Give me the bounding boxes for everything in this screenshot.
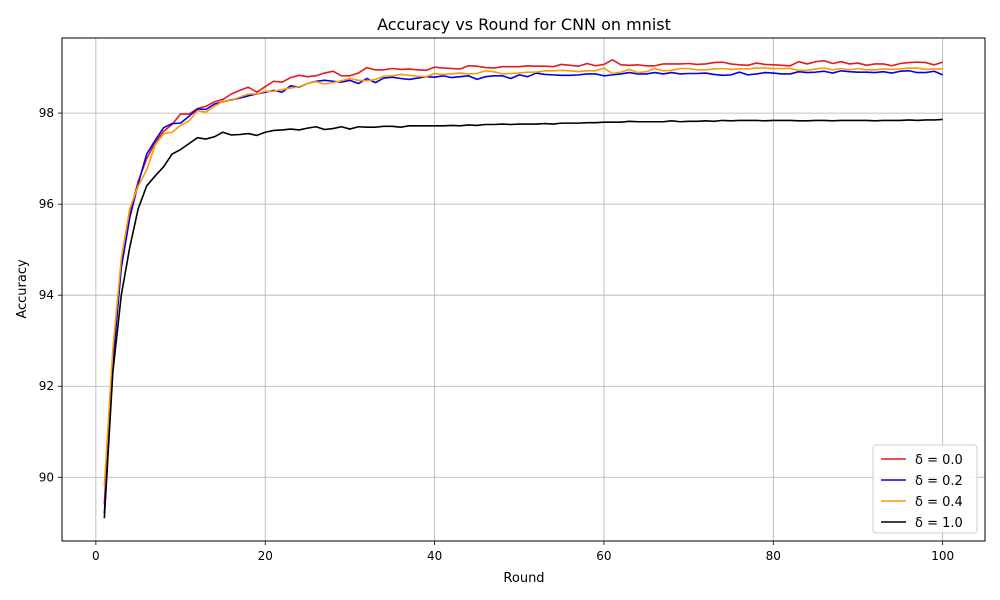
y-tick-label: 96 bbox=[39, 197, 54, 211]
x-axis-ticks: 0 20 40 60 80 100 bbox=[92, 541, 954, 563]
legend-label: δ = 0.0 bbox=[915, 453, 963, 468]
y-tick-label: 98 bbox=[39, 106, 54, 120]
legend: δ = 0.0 δ = 0.2 δ = 0.4 δ = 1.0 bbox=[872, 444, 978, 534]
x-axis-label: Round bbox=[503, 571, 544, 586]
legend-label: δ = 0.2 bbox=[915, 474, 963, 489]
y-axis-ticks: 90 92 94 96 98 bbox=[39, 106, 62, 484]
legend-box bbox=[872, 444, 978, 534]
series-line-3 bbox=[103, 118, 943, 519]
x-tick-label: 60 bbox=[596, 549, 611, 563]
chart-title: Accuracy vs Round for CNN on mnist bbox=[377, 15, 671, 34]
x-tick-label: 100 bbox=[931, 549, 954, 563]
y-tick-label: 90 bbox=[39, 470, 54, 484]
x-tick-label: 40 bbox=[427, 549, 442, 563]
legend-label: δ = 1.0 bbox=[915, 516, 963, 531]
y-axis-label: Accuracy bbox=[15, 259, 30, 319]
grid bbox=[62, 38, 985, 541]
series-line-0 bbox=[103, 59, 943, 505]
legend-label: δ = 0.4 bbox=[915, 495, 963, 510]
series-lines bbox=[103, 59, 943, 519]
series-line-2 bbox=[103, 67, 943, 487]
series-line-1 bbox=[103, 69, 943, 514]
x-tick-label: 20 bbox=[258, 549, 273, 563]
x-tick-label: 0 bbox=[92, 549, 100, 563]
y-tick-label: 94 bbox=[39, 288, 54, 302]
x-tick-label: 80 bbox=[766, 549, 781, 563]
plot-area-frame bbox=[61, 37, 986, 542]
y-tick-label: 92 bbox=[39, 379, 54, 393]
